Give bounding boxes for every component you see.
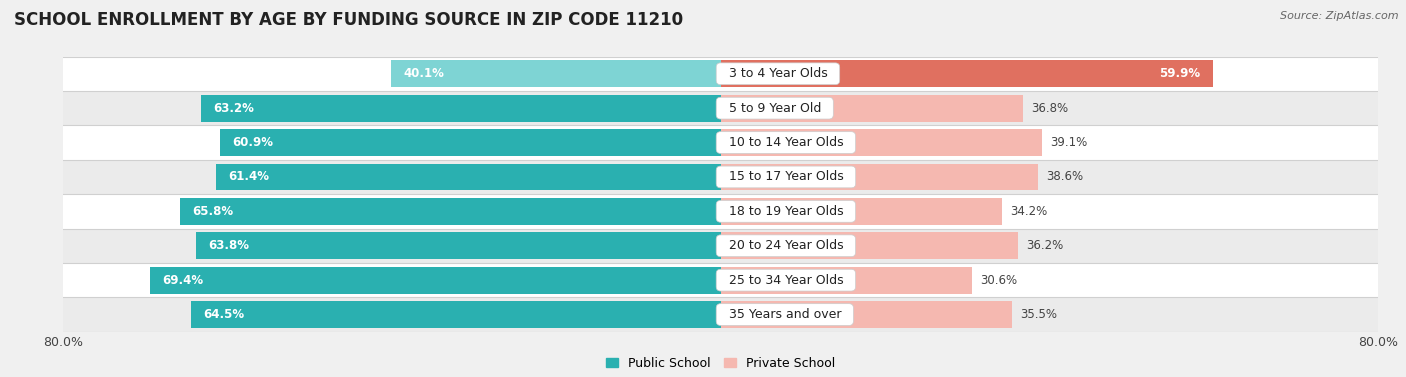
Text: 35 Years and over: 35 Years and over (720, 308, 849, 321)
Text: 69.4%: 69.4% (163, 274, 204, 287)
Text: 10 to 14 Year Olds: 10 to 14 Year Olds (720, 136, 851, 149)
Bar (63, 297, 1378, 332)
Bar (197, 232, 720, 259)
Text: Source: ZipAtlas.com: Source: ZipAtlas.com (1281, 11, 1399, 21)
Text: 20 to 24 Year Olds: 20 to 24 Year Olds (720, 239, 851, 252)
Bar (180, 198, 720, 225)
Text: 36.8%: 36.8% (1031, 102, 1069, 115)
Text: 34.2%: 34.2% (1010, 205, 1047, 218)
Bar (720, 60, 1213, 87)
Bar (63, 263, 1378, 297)
Bar (201, 95, 720, 121)
Text: 18 to 19 Year Olds: 18 to 19 Year Olds (720, 205, 851, 218)
Text: 39.1%: 39.1% (1050, 136, 1087, 149)
Text: 3 to 4 Year Olds: 3 to 4 Year Olds (720, 67, 835, 80)
Bar (63, 160, 1378, 194)
Text: 35.5%: 35.5% (1021, 308, 1057, 321)
Text: 15 to 17 Year Olds: 15 to 17 Year Olds (720, 170, 851, 184)
Bar (720, 267, 972, 294)
Text: 60.9%: 60.9% (232, 136, 274, 149)
Text: 63.8%: 63.8% (208, 239, 250, 252)
Text: 65.8%: 65.8% (193, 205, 233, 218)
Bar (63, 91, 1378, 126)
Legend: Public School, Private School: Public School, Private School (600, 352, 841, 375)
Text: SCHOOL ENROLLMENT BY AGE BY FUNDING SOURCE IN ZIP CODE 11210: SCHOOL ENROLLMENT BY AGE BY FUNDING SOUR… (14, 11, 683, 29)
Bar (720, 301, 1012, 328)
Text: 5 to 9 Year Old: 5 to 9 Year Old (720, 102, 830, 115)
Text: 64.5%: 64.5% (202, 308, 245, 321)
Bar (720, 129, 1042, 156)
Bar (391, 60, 720, 87)
Text: 30.6%: 30.6% (980, 274, 1018, 287)
Bar (720, 164, 1038, 190)
Text: 36.2%: 36.2% (1026, 239, 1063, 252)
Bar (63, 126, 1378, 160)
Bar (150, 267, 720, 294)
Text: 63.2%: 63.2% (214, 102, 254, 115)
Bar (191, 301, 720, 328)
Bar (720, 95, 1024, 121)
Text: 38.6%: 38.6% (1046, 170, 1083, 184)
Text: 40.1%: 40.1% (404, 67, 444, 80)
Bar (221, 129, 720, 156)
Bar (63, 194, 1378, 228)
Bar (720, 232, 1018, 259)
Text: 59.9%: 59.9% (1160, 67, 1201, 80)
Bar (217, 164, 720, 190)
Text: 25 to 34 Year Olds: 25 to 34 Year Olds (720, 274, 851, 287)
Bar (63, 57, 1378, 91)
Text: 61.4%: 61.4% (228, 170, 270, 184)
Bar (720, 198, 1001, 225)
Bar (63, 228, 1378, 263)
